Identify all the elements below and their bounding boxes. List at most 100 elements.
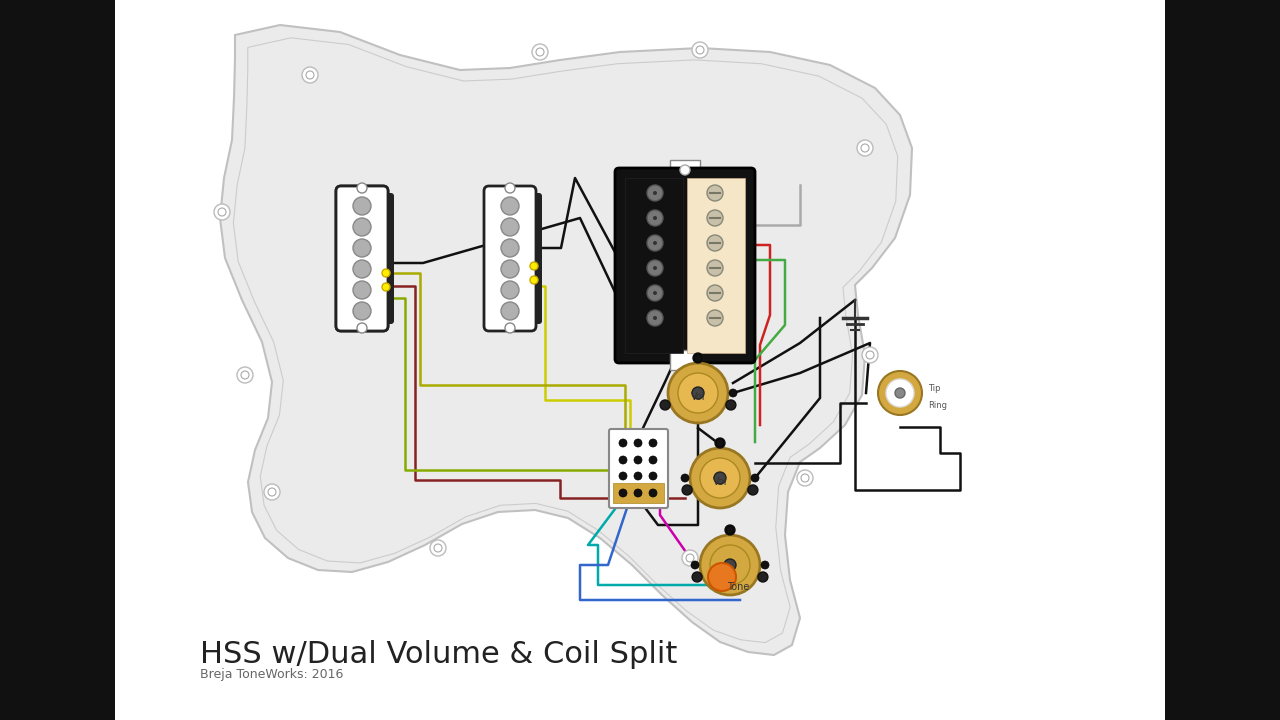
Circle shape: [692, 42, 708, 58]
Circle shape: [500, 260, 518, 278]
Circle shape: [506, 183, 515, 193]
Circle shape: [707, 185, 723, 201]
Circle shape: [867, 351, 874, 359]
FancyBboxPatch shape: [335, 186, 388, 331]
Circle shape: [634, 439, 643, 447]
Circle shape: [646, 210, 663, 226]
Text: HSS w/Dual Volume & Coil Split: HSS w/Dual Volume & Coil Split: [200, 640, 677, 669]
Text: Vol: Vol: [691, 392, 705, 402]
Circle shape: [682, 550, 698, 566]
Circle shape: [649, 456, 657, 464]
Circle shape: [653, 216, 657, 220]
Circle shape: [692, 387, 704, 399]
Circle shape: [710, 545, 750, 585]
Circle shape: [680, 165, 690, 175]
Circle shape: [353, 281, 371, 299]
FancyBboxPatch shape: [340, 193, 394, 324]
Circle shape: [530, 262, 538, 270]
Circle shape: [691, 561, 699, 569]
Circle shape: [649, 489, 657, 497]
Bar: [115, 0, 1165, 720]
Circle shape: [682, 485, 692, 495]
Circle shape: [634, 456, 643, 464]
Circle shape: [797, 470, 813, 486]
Circle shape: [653, 316, 657, 320]
Circle shape: [762, 561, 769, 569]
FancyBboxPatch shape: [335, 186, 388, 331]
Bar: [669, 160, 700, 180]
Circle shape: [264, 484, 280, 500]
Circle shape: [707, 235, 723, 251]
Circle shape: [620, 439, 627, 447]
Circle shape: [716, 439, 724, 447]
Circle shape: [668, 363, 728, 423]
Circle shape: [653, 266, 657, 270]
Bar: [625, 178, 684, 353]
Bar: [613, 483, 664, 503]
Circle shape: [730, 389, 737, 397]
Circle shape: [634, 472, 643, 480]
Circle shape: [692, 353, 703, 363]
FancyBboxPatch shape: [489, 193, 541, 324]
Circle shape: [381, 283, 390, 291]
Circle shape: [696, 46, 704, 54]
Circle shape: [714, 472, 726, 484]
FancyBboxPatch shape: [614, 168, 755, 363]
Circle shape: [690, 448, 750, 508]
Circle shape: [353, 260, 371, 278]
Circle shape: [646, 185, 663, 201]
Circle shape: [649, 439, 657, 447]
Circle shape: [353, 197, 371, 215]
Circle shape: [268, 488, 276, 496]
Circle shape: [801, 474, 809, 482]
Circle shape: [646, 235, 663, 251]
Circle shape: [430, 540, 445, 556]
Circle shape: [237, 367, 253, 383]
Circle shape: [646, 260, 663, 276]
Circle shape: [353, 302, 371, 320]
Circle shape: [530, 276, 538, 284]
Text: Tone: Tone: [727, 582, 749, 592]
Circle shape: [653, 191, 657, 195]
Circle shape: [692, 572, 703, 582]
Circle shape: [726, 400, 736, 410]
Circle shape: [724, 525, 735, 535]
Circle shape: [532, 44, 548, 60]
Circle shape: [681, 474, 689, 482]
Circle shape: [218, 208, 227, 216]
Bar: [669, 350, 700, 370]
Circle shape: [726, 526, 733, 534]
Circle shape: [500, 302, 518, 320]
Circle shape: [861, 347, 878, 363]
Text: Ring: Ring: [928, 400, 947, 410]
Circle shape: [500, 197, 518, 215]
Circle shape: [381, 269, 390, 277]
Circle shape: [634, 489, 643, 497]
Circle shape: [500, 281, 518, 299]
Circle shape: [707, 260, 723, 276]
Circle shape: [886, 379, 914, 407]
Circle shape: [357, 323, 367, 333]
Circle shape: [660, 400, 671, 410]
FancyBboxPatch shape: [484, 186, 536, 331]
Circle shape: [653, 291, 657, 295]
Circle shape: [653, 241, 657, 245]
Circle shape: [678, 373, 718, 413]
Circle shape: [700, 535, 760, 595]
Circle shape: [649, 472, 657, 480]
Circle shape: [646, 310, 663, 326]
Circle shape: [241, 371, 250, 379]
Circle shape: [357, 183, 367, 193]
Circle shape: [434, 544, 442, 552]
Circle shape: [500, 218, 518, 236]
Circle shape: [302, 67, 317, 83]
Circle shape: [353, 239, 371, 257]
Circle shape: [724, 559, 736, 571]
Circle shape: [700, 458, 740, 498]
Circle shape: [751, 474, 759, 482]
Circle shape: [758, 572, 768, 582]
Circle shape: [858, 140, 873, 156]
Text: Breja ToneWorks: 2016: Breja ToneWorks: 2016: [200, 668, 343, 681]
Circle shape: [620, 472, 627, 480]
Circle shape: [708, 563, 736, 591]
